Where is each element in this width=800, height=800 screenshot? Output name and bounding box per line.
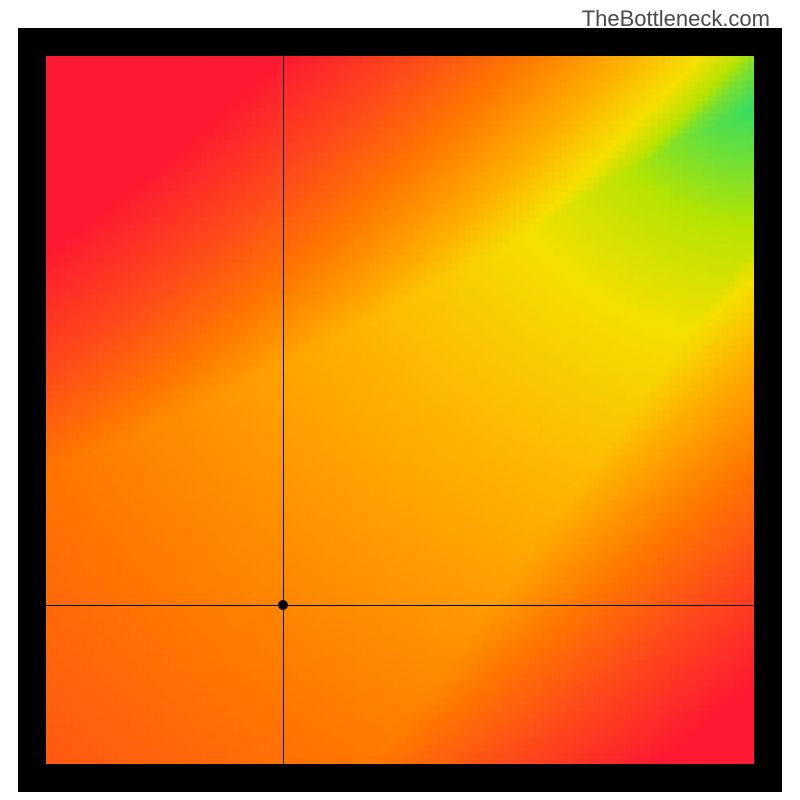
- crosshair-vertical: [283, 56, 284, 764]
- plot-area: [46, 56, 754, 764]
- crosshair-horizontal: [46, 605, 754, 606]
- attribution-text: TheBottleneck.com: [582, 6, 770, 32]
- chart-container: TheBottleneck.com: [0, 0, 800, 800]
- marker-dot: [278, 600, 288, 610]
- plot-frame: [18, 28, 782, 792]
- heatmap-canvas: [46, 56, 754, 764]
